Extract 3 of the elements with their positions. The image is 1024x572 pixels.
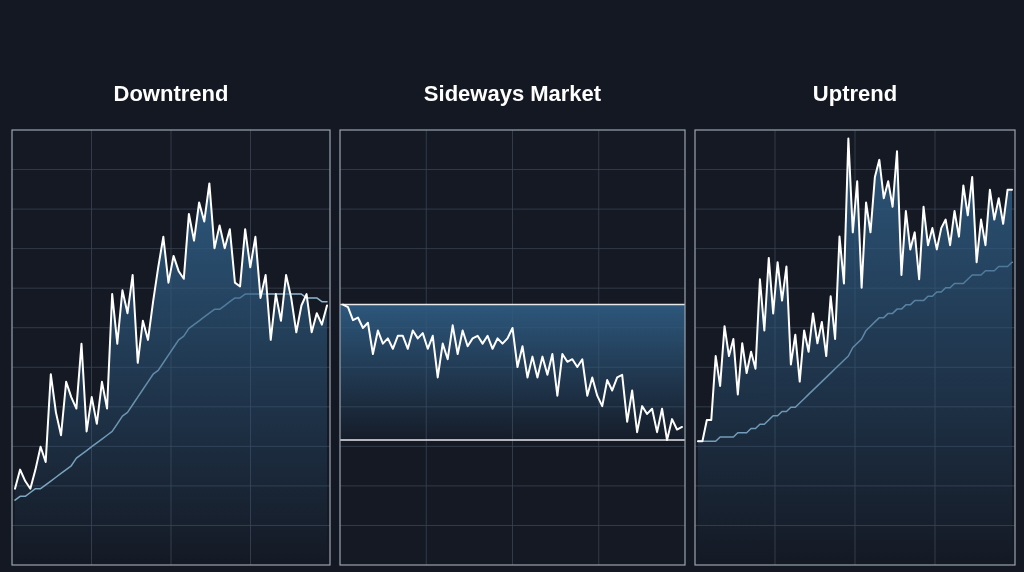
- chart-title: Sideways Market: [423, 81, 602, 106]
- chart-title: Downtrend: [113, 81, 229, 106]
- chart-title: Uptrend: [812, 81, 898, 106]
